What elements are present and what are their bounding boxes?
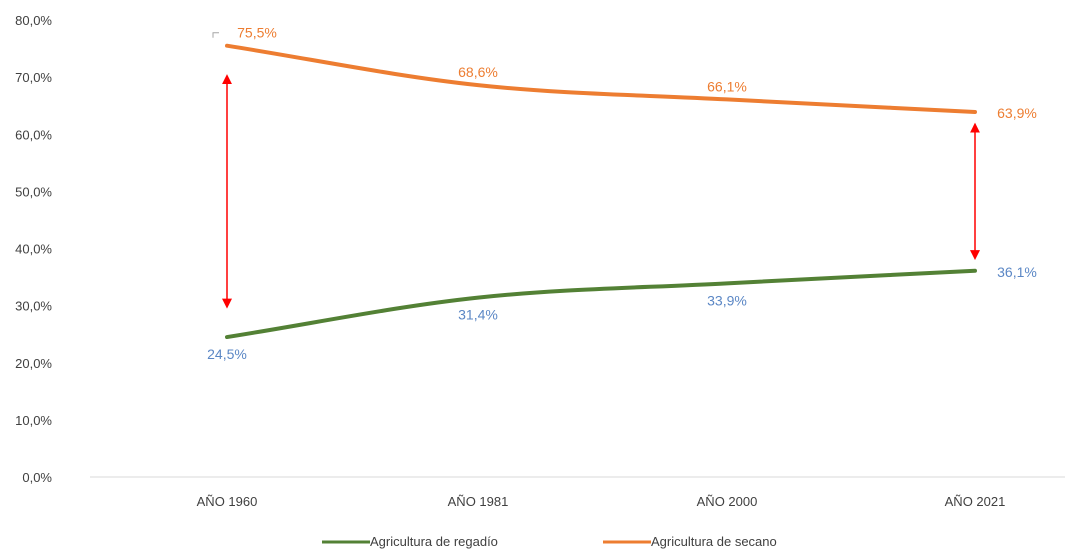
x-axis: AÑO 1960 AÑO 1981 AÑO 2000 AÑO 2021 [197,494,1006,509]
x-tick-label: AÑO 1960 [197,494,258,509]
y-tick-label: 20,0% [15,356,52,371]
x-tick-label: AÑO 2021 [945,494,1006,509]
y-tick-label: 60,0% [15,127,52,142]
y-tick-label: 10,0% [15,413,52,428]
y-tick-label: 70,0% [15,70,52,85]
x-tick-label: AÑO 1981 [448,494,509,509]
y-tick-label: 50,0% [15,184,52,199]
data-label: 31,4% [458,307,498,323]
series-line-1 [225,43,977,114]
data-label: 68,6% [458,64,498,80]
series-layer: 24,5% 31,4% 33,9% 36,1% 75,5% 68,6% 66,1% 63,9% [207,25,1037,362]
data-label: 75,5% [237,25,277,41]
data-label: 63,9% [997,105,1037,121]
legend: Agricultura de regadío Agricultura de sec… [322,534,777,549]
label-leader-line [212,32,219,38]
legend-label-1: Agricultura de secano [651,534,777,549]
y-tick-label: 80,0% [15,13,52,28]
y-tick-label: 0,0% [22,470,52,485]
data-label: 33,9% [707,292,747,308]
y-tick-label: 30,0% [15,299,52,314]
y-axis: 0,0% 10,0% 20,0% 30,0% 40,0% 50,0% 60,0% 70,0% 8… [15,13,52,485]
data-label: 66,1% [707,78,747,94]
x-tick-label: AÑO 2000 [697,494,758,509]
series-line-0 [225,268,977,340]
data-label: 36,1% [997,264,1037,280]
y-tick-label: 40,0% [15,242,52,257]
data-label: 24,5% [207,346,247,362]
annotation-layer [222,74,980,309]
legend-label-0: Agricultura de regadío [370,534,498,549]
